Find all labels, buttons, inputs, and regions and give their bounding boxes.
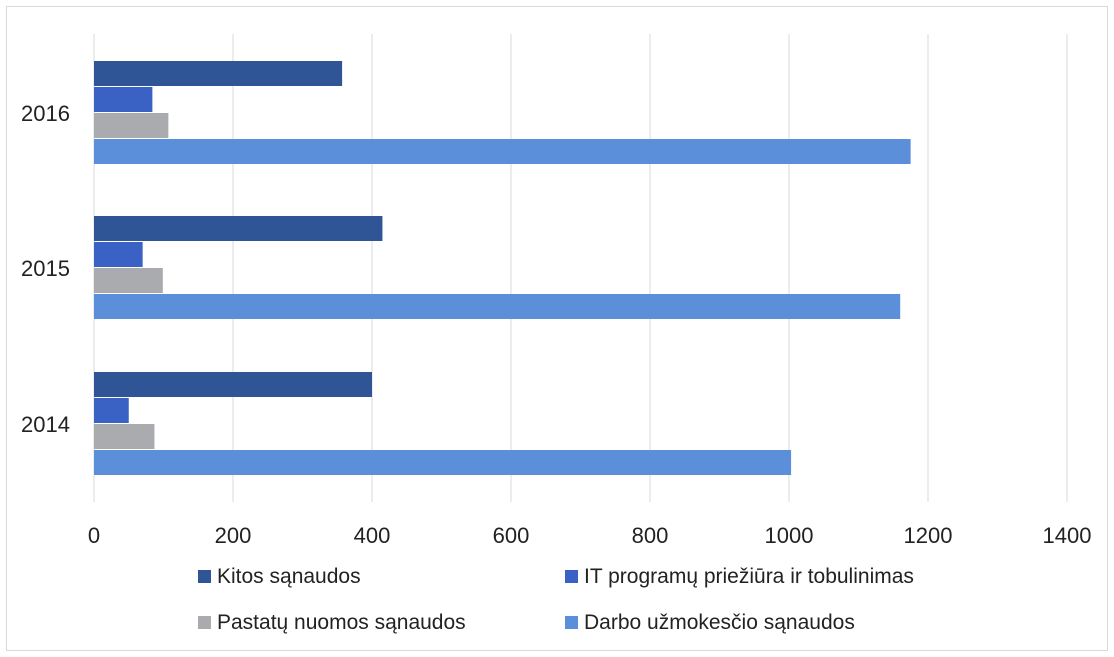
bar-2015-series-3: [94, 294, 901, 319]
bar-2016-series-1: [94, 87, 153, 112]
x-tick-label: 600: [493, 523, 530, 548]
bar-2016-series-2: [94, 113, 169, 138]
bar-2014-series-3: [94, 450, 792, 475]
legend-swatch-1: [565, 570, 578, 583]
x-tick-label: 0: [88, 523, 100, 548]
y-tick-label: 2016: [21, 101, 70, 126]
legend-swatch-0: [198, 570, 211, 583]
legend-label-3: Darbo užmokesčio sąnaudos: [584, 611, 855, 634]
bar-2014-series-0: [94, 372, 372, 397]
x-tick-label: 1200: [904, 523, 953, 548]
legend-label-0: Kitos sąnaudos: [217, 565, 361, 588]
legend-label-1: IT programų priežiūra ir tobulinimas: [584, 565, 914, 588]
y-tick-label: 2014: [21, 412, 70, 437]
bar-2016-series-3: [94, 139, 911, 164]
y-tick-label: 2015: [21, 256, 70, 281]
chart-frame: [6, 6, 1108, 651]
bar-2014-series-2: [94, 424, 155, 449]
x-tick-label: 800: [632, 523, 669, 548]
legend-swatch-2: [198, 616, 211, 629]
legend-label-2: Pastatų nuomos sąnaudos: [217, 611, 466, 634]
bar-2015-series-0: [94, 216, 383, 241]
x-tick-label: 1400: [1043, 523, 1092, 548]
legend-swatch-3: [565, 616, 578, 629]
x-tick-label: 1000: [765, 523, 814, 548]
x-tick-label: 200: [215, 523, 252, 548]
bar-2016-series-0: [94, 61, 343, 86]
x-tick-label: 400: [354, 523, 391, 548]
bar-2014-series-1: [94, 398, 129, 423]
bar-2015-series-2: [94, 268, 163, 293]
bar-2015-series-1: [94, 242, 143, 267]
